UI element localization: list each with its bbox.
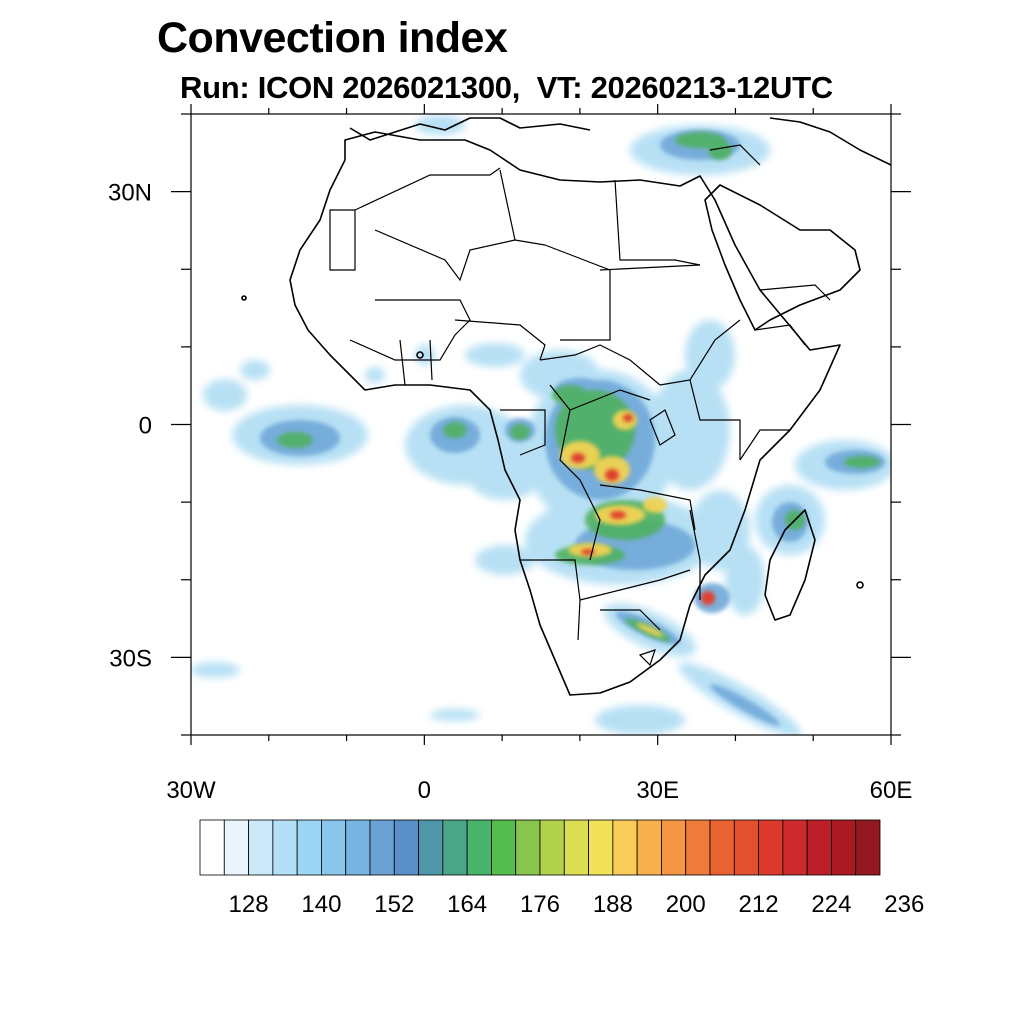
colorbar-label: 140 xyxy=(301,891,341,918)
plot-title: Convection index xyxy=(157,14,508,62)
colorbar-swatch xyxy=(369,819,395,876)
colorbar-swatch xyxy=(466,819,492,876)
country-borders xyxy=(329,144,831,667)
lat-label: 0 xyxy=(139,413,152,440)
plot-subtitle: Run: ICON 2026021300, VT: 20260213-12UTC xyxy=(180,70,833,105)
colorbar-swatch xyxy=(831,819,857,876)
longitude-labels: 30W 0 30E 60E xyxy=(166,777,912,804)
coastlines xyxy=(241,117,891,696)
map-ticks xyxy=(171,104,911,745)
colorbar-swatch xyxy=(199,819,225,876)
lat-label: 30N xyxy=(108,180,152,207)
colorbar-label: 200 xyxy=(666,891,706,918)
latitude-labels: 30N 0 30S xyxy=(108,180,152,673)
colorbar-swatch xyxy=(321,819,347,876)
colorbar-label: 224 xyxy=(811,891,851,918)
colorbar-label: 152 xyxy=(374,891,414,918)
colorbar-swatch xyxy=(806,819,832,876)
colorbar-swatch xyxy=(248,819,274,876)
colorbar-swatch xyxy=(758,819,784,876)
lon-label: 0 xyxy=(418,777,431,804)
lat-label: 30S xyxy=(109,645,152,672)
colorbar-swatch xyxy=(515,819,541,876)
colorbar-swatch xyxy=(393,819,419,876)
colorbar-swatch xyxy=(636,819,662,876)
colorbar-swatch xyxy=(588,819,614,876)
colorbar-swatch xyxy=(612,819,638,876)
colorbar-swatch xyxy=(539,819,565,876)
colorbar-label: 176 xyxy=(520,891,560,918)
map-panel xyxy=(191,114,891,735)
colorbar-swatch xyxy=(223,819,249,876)
colorbar-swatch xyxy=(563,819,589,876)
colorbar-swatch xyxy=(296,819,322,876)
lon-label: 30E xyxy=(636,777,679,804)
colorbar-label: 236 xyxy=(884,891,924,918)
colorbar-swatch xyxy=(661,819,687,876)
colorbar xyxy=(199,819,881,876)
colorbar-swatch xyxy=(418,819,444,876)
colorbar-label: 128 xyxy=(229,891,269,918)
colorbar-swatch xyxy=(272,819,298,876)
colorbar-label: 212 xyxy=(739,891,779,918)
colorbar-swatch xyxy=(491,819,517,876)
colorbar-label: 188 xyxy=(593,891,633,918)
colorbar-labels: 128 140 152 164 176 188 200 212 224 236 xyxy=(229,891,925,918)
colorbar-swatch xyxy=(855,819,881,876)
convection-field-red xyxy=(571,414,715,605)
lon-label: 30W xyxy=(166,777,216,804)
lon-label: 60E xyxy=(870,777,913,804)
colorbar-swatch xyxy=(733,819,759,876)
colorbar-swatch xyxy=(442,819,468,876)
colorbar-swatch xyxy=(709,819,735,876)
colorbar-label: 164 xyxy=(447,891,487,918)
colorbar-swatch xyxy=(685,819,711,876)
colorbar-swatch xyxy=(782,819,808,876)
colorbar-swatch xyxy=(345,819,371,876)
